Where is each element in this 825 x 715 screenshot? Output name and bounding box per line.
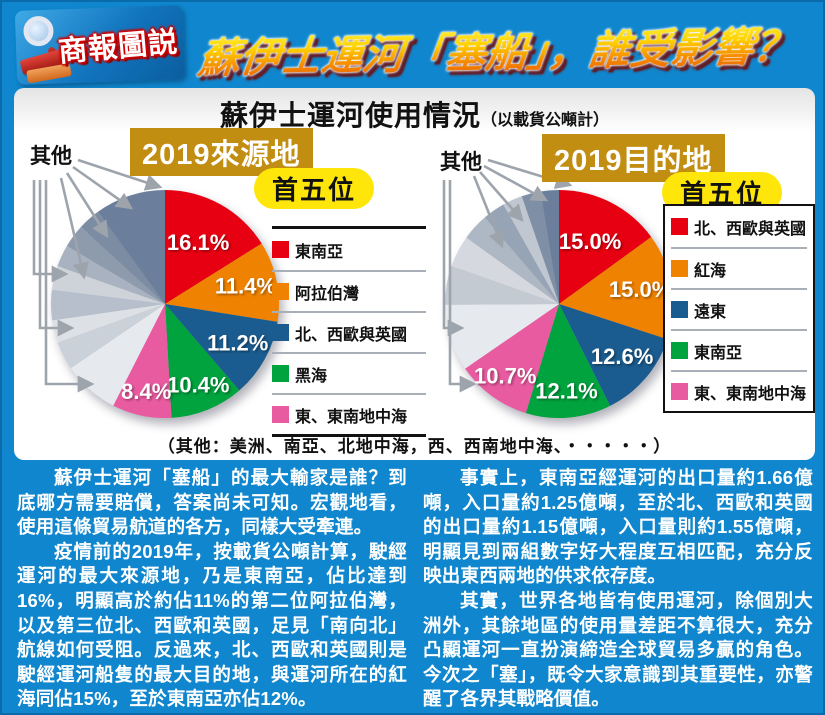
page-title: 蘇伊士運河「塞船」，誰受影響？ [196,12,823,85]
legend-item: 北、西歐與英國 [671,206,807,247]
pie-slice [525,304,611,419]
pie-slice [113,304,172,419]
pie-slice [97,190,165,304]
pie-slice [559,304,668,406]
legend-item: 東南亞 [671,329,807,370]
legend-color-swatch [671,260,688,277]
pie-slice [165,243,280,322]
pie-slice [165,190,262,304]
article-paragraph: 疫情前的2019年，按載貨公噸計算，駛經運河的最大來源地，乃是東南亞，佔比達到1… [17,540,407,710]
legend-item: 紅海 [671,247,807,288]
right-pie-chart: 15.0% 15.0% 12.6% 12.1%10.7% [444,190,674,419]
logo-text: 商報圖説 [57,26,180,69]
legend-color-swatch [671,301,688,318]
panel-title-main: 蘇伊士運河使用情況 [219,100,481,131]
legend-color-swatch [272,283,289,300]
pie-slice-percentage: 15.0% [559,229,621,254]
legend-label: 北、西歐與英國 [295,326,408,344]
header: 商報圖説 蘇伊士運河「塞船」，誰受影響？ [2,2,823,88]
panel-title-unit: （以載貨公噸計） [481,112,610,129]
left-others-label: 其他 [30,145,72,168]
pie-slice [559,236,674,340]
pie-slice-percentage: 8.4% [121,379,171,404]
magnifier-icon [22,15,54,47]
legend-color-swatch [272,324,289,341]
legend-label: 東、東南地中海 [694,385,807,403]
left-pie-chart: 16.1% 11.4% 11.2% 10.4%8.4% [51,190,280,419]
pie-slice-percentage: 11.4% [215,273,276,298]
pie-slice [165,304,240,418]
legend-color-swatch [671,383,688,400]
pie-slice [451,237,559,304]
pie-slice [540,190,559,304]
others-footnote: （其他：美洲、南亞、北地中海，西、西南地中海、・・・・・） [157,437,672,457]
pie-slice [465,304,559,414]
legend-label: 東、東南地中海 [295,408,408,426]
right-others-label: 其他 [440,151,482,174]
pie-slice-percentage: 12.6% [591,344,653,369]
legend-color-swatch [272,365,289,382]
legend-label: 東南亞 [295,243,344,261]
legend-label: 遠東 [694,303,727,321]
legend-color-swatch [671,342,688,359]
article-paragraph: 事實上，東南亞經運河的出口量約1.66億噸，入口量約1.25億噸，至於北、西歐和… [423,467,813,587]
article-paragraph: 其實，世界各地皆有使用運河，除個別大洲外，其餘地區的使用量差距不算很大，充分凸顯… [423,589,813,710]
legend-color-swatch [272,406,289,423]
legend-color-swatch [671,218,688,235]
legend-item: 北、西歐與英國 [272,311,426,352]
legend-label: 東南亞 [694,344,743,362]
pie-slice [521,191,559,304]
legend-label: 紅海 [694,262,727,280]
pie-slice-percentage: 10.4% [167,372,229,397]
right-chart-heading: 2019目的地 [542,134,725,182]
pie-slice-percentage: 15.0% [609,277,671,302]
legend-item: 遠東 [671,288,807,329]
legend-color-swatch [272,241,289,258]
left-legend: 東南亞阿拉伯灣北、西歐與英國 黑海東、東南地中海 [272,226,426,437]
legend-item: 東、東南地中海 [272,393,426,434]
chart-panel: 蘇伊士運河使用情況（以載貨公噸計） [14,88,815,460]
article: 蘇伊士運河「塞船」的最大輸家是誰？到底哪方需要賠償，答案尚未可知。宏觀地看，使用… [17,466,813,712]
article-column-left: 蘇伊士運河「塞船」的最大輸家是誰？到底哪方需要賠償，答案尚未可知。宏觀地看，使用… [17,466,407,712]
legend-item: 東、東南地中海 [671,370,807,411]
pie-slice [559,190,652,304]
pie-slice [165,304,278,391]
pie-slice-percentage: 11.2% [207,330,268,355]
right-legend: 北、西歐與英國 紅海遠東東南亞東、東南地中海 [663,204,815,413]
legend-label: 黑海 [295,367,328,385]
pie-slice [503,196,559,304]
pie-slice-percentage: 16.1% [167,230,229,255]
publication-logo: 商報圖説 [14,5,186,85]
legend-item: 阿拉伯灣 [272,270,426,311]
pie-slice-percentage: 12.1% [535,378,597,403]
legend-item: 東南亞 [272,229,426,270]
legend-label: 北、西歐與英國 [694,220,807,238]
article-paragraph: 蘇伊士運河「塞船」的最大輸家是誰？到底哪方需要賠償，答案尚未可知。宏觀地看，使用… [17,467,407,538]
legend-label: 阿拉伯灣 [295,285,360,303]
pie-slice [484,204,559,304]
pie-slice-percentage: 10.7% [474,363,536,388]
article-column-right: 事實上，東南亞經運河的出口量約1.66億噸，入口量約1.25億噸，至於北、西歐和… [423,466,813,712]
legend-item: 黑海 [272,352,426,393]
left-chart-top5-badge: 首五位 [254,168,375,209]
panel-title: 蘇伊士運河使用情況（以載貨公噸計） [14,94,815,134]
